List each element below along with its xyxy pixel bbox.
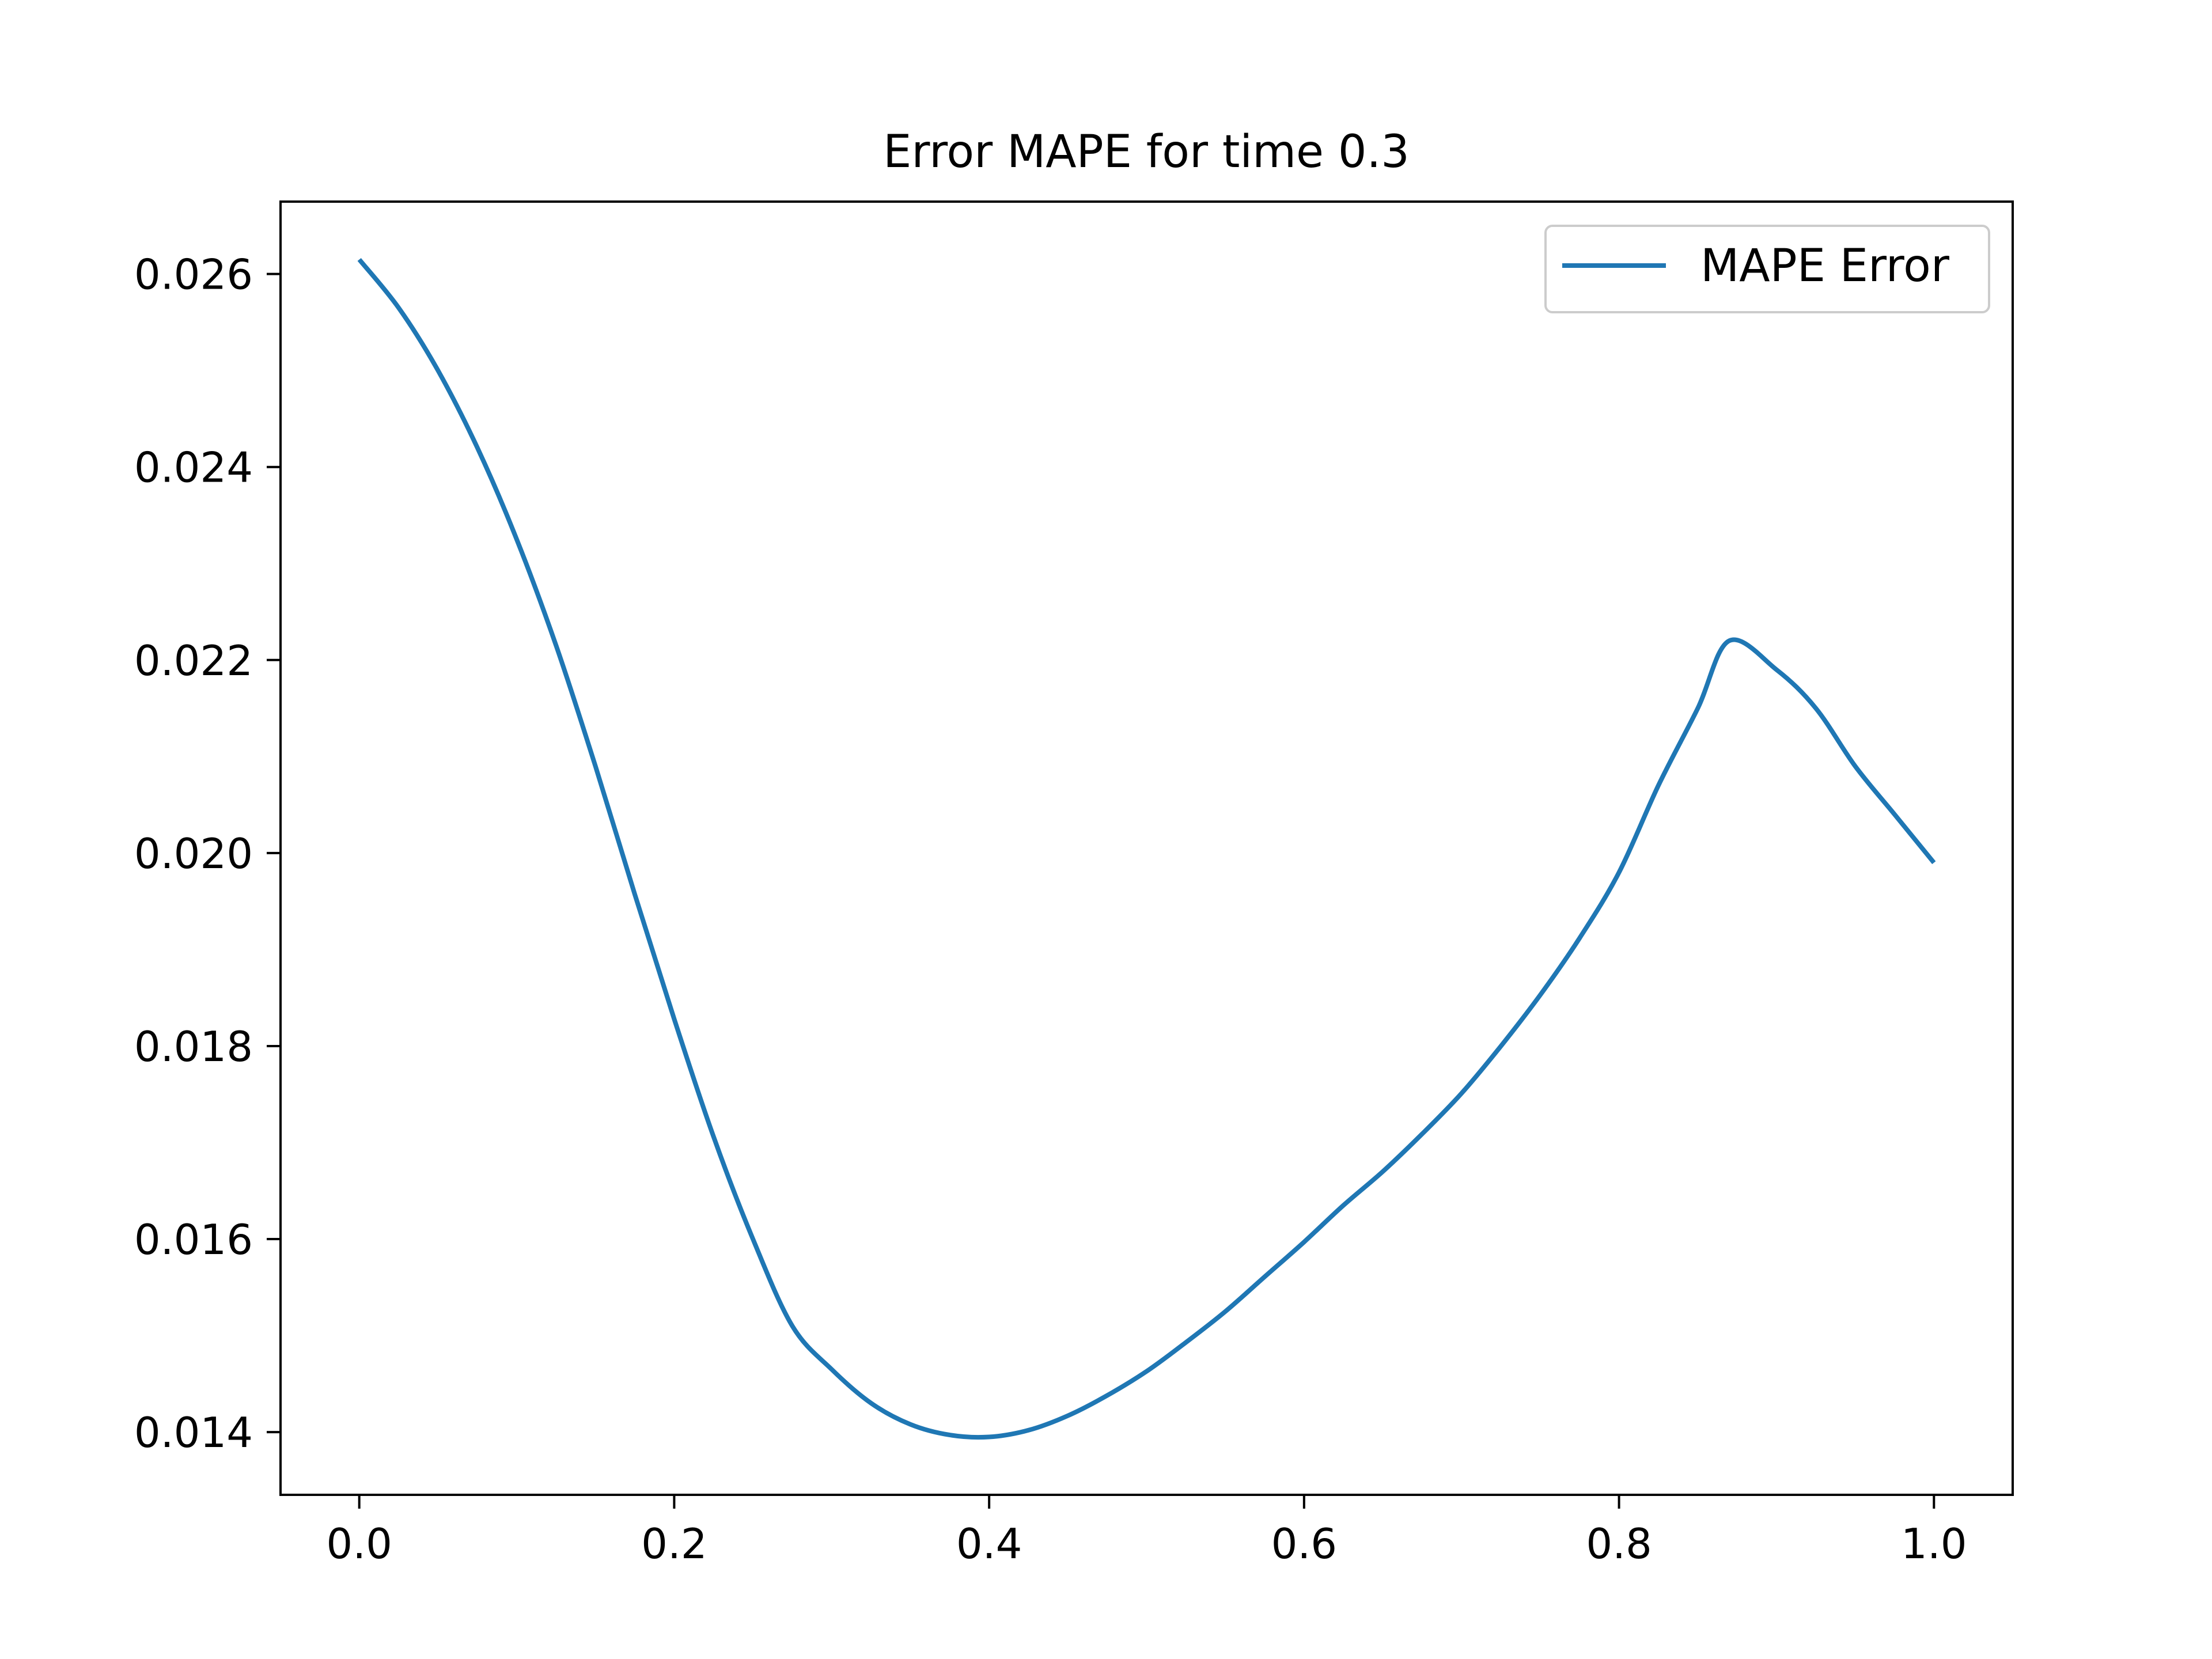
y-tick-label: 0.020 [134, 830, 253, 878]
x-tick-label: 0.6 [1271, 1520, 1338, 1568]
x-tick-label: 1.0 [1901, 1520, 1967, 1568]
y-tick-label: 0.014 [134, 1408, 253, 1457]
chart-title: Error MAPE for time 0.3 [883, 126, 1410, 178]
y-tick-label: 0.026 [134, 251, 253, 299]
x-tick-label: 0.8 [1586, 1520, 1652, 1568]
series-layer [357, 257, 1936, 1440]
x-tick-label: 0.2 [641, 1520, 707, 1568]
y-tick-label: 0.024 [134, 444, 253, 492]
series-line-mape-error [357, 257, 1936, 1440]
x-tick-label: 0.0 [326, 1520, 392, 1568]
x-tick-label: 0.4 [956, 1520, 1022, 1568]
legend-entry-label: MAPE Error [1700, 240, 1950, 292]
y-tick-label: 0.016 [134, 1215, 253, 1264]
y-tick-label: 0.022 [134, 637, 253, 685]
ticks-layer: 0.0 0.2 0.4 0.6 0.8 1.0 0.014 0.016 0.018 0.020 0.… [134, 251, 1967, 1568]
legend: MAPE Error [1544, 225, 1990, 313]
y-tick-label: 0.018 [134, 1022, 253, 1071]
legend-box [1544, 225, 1990, 313]
plot-frame [279, 200, 2014, 1496]
